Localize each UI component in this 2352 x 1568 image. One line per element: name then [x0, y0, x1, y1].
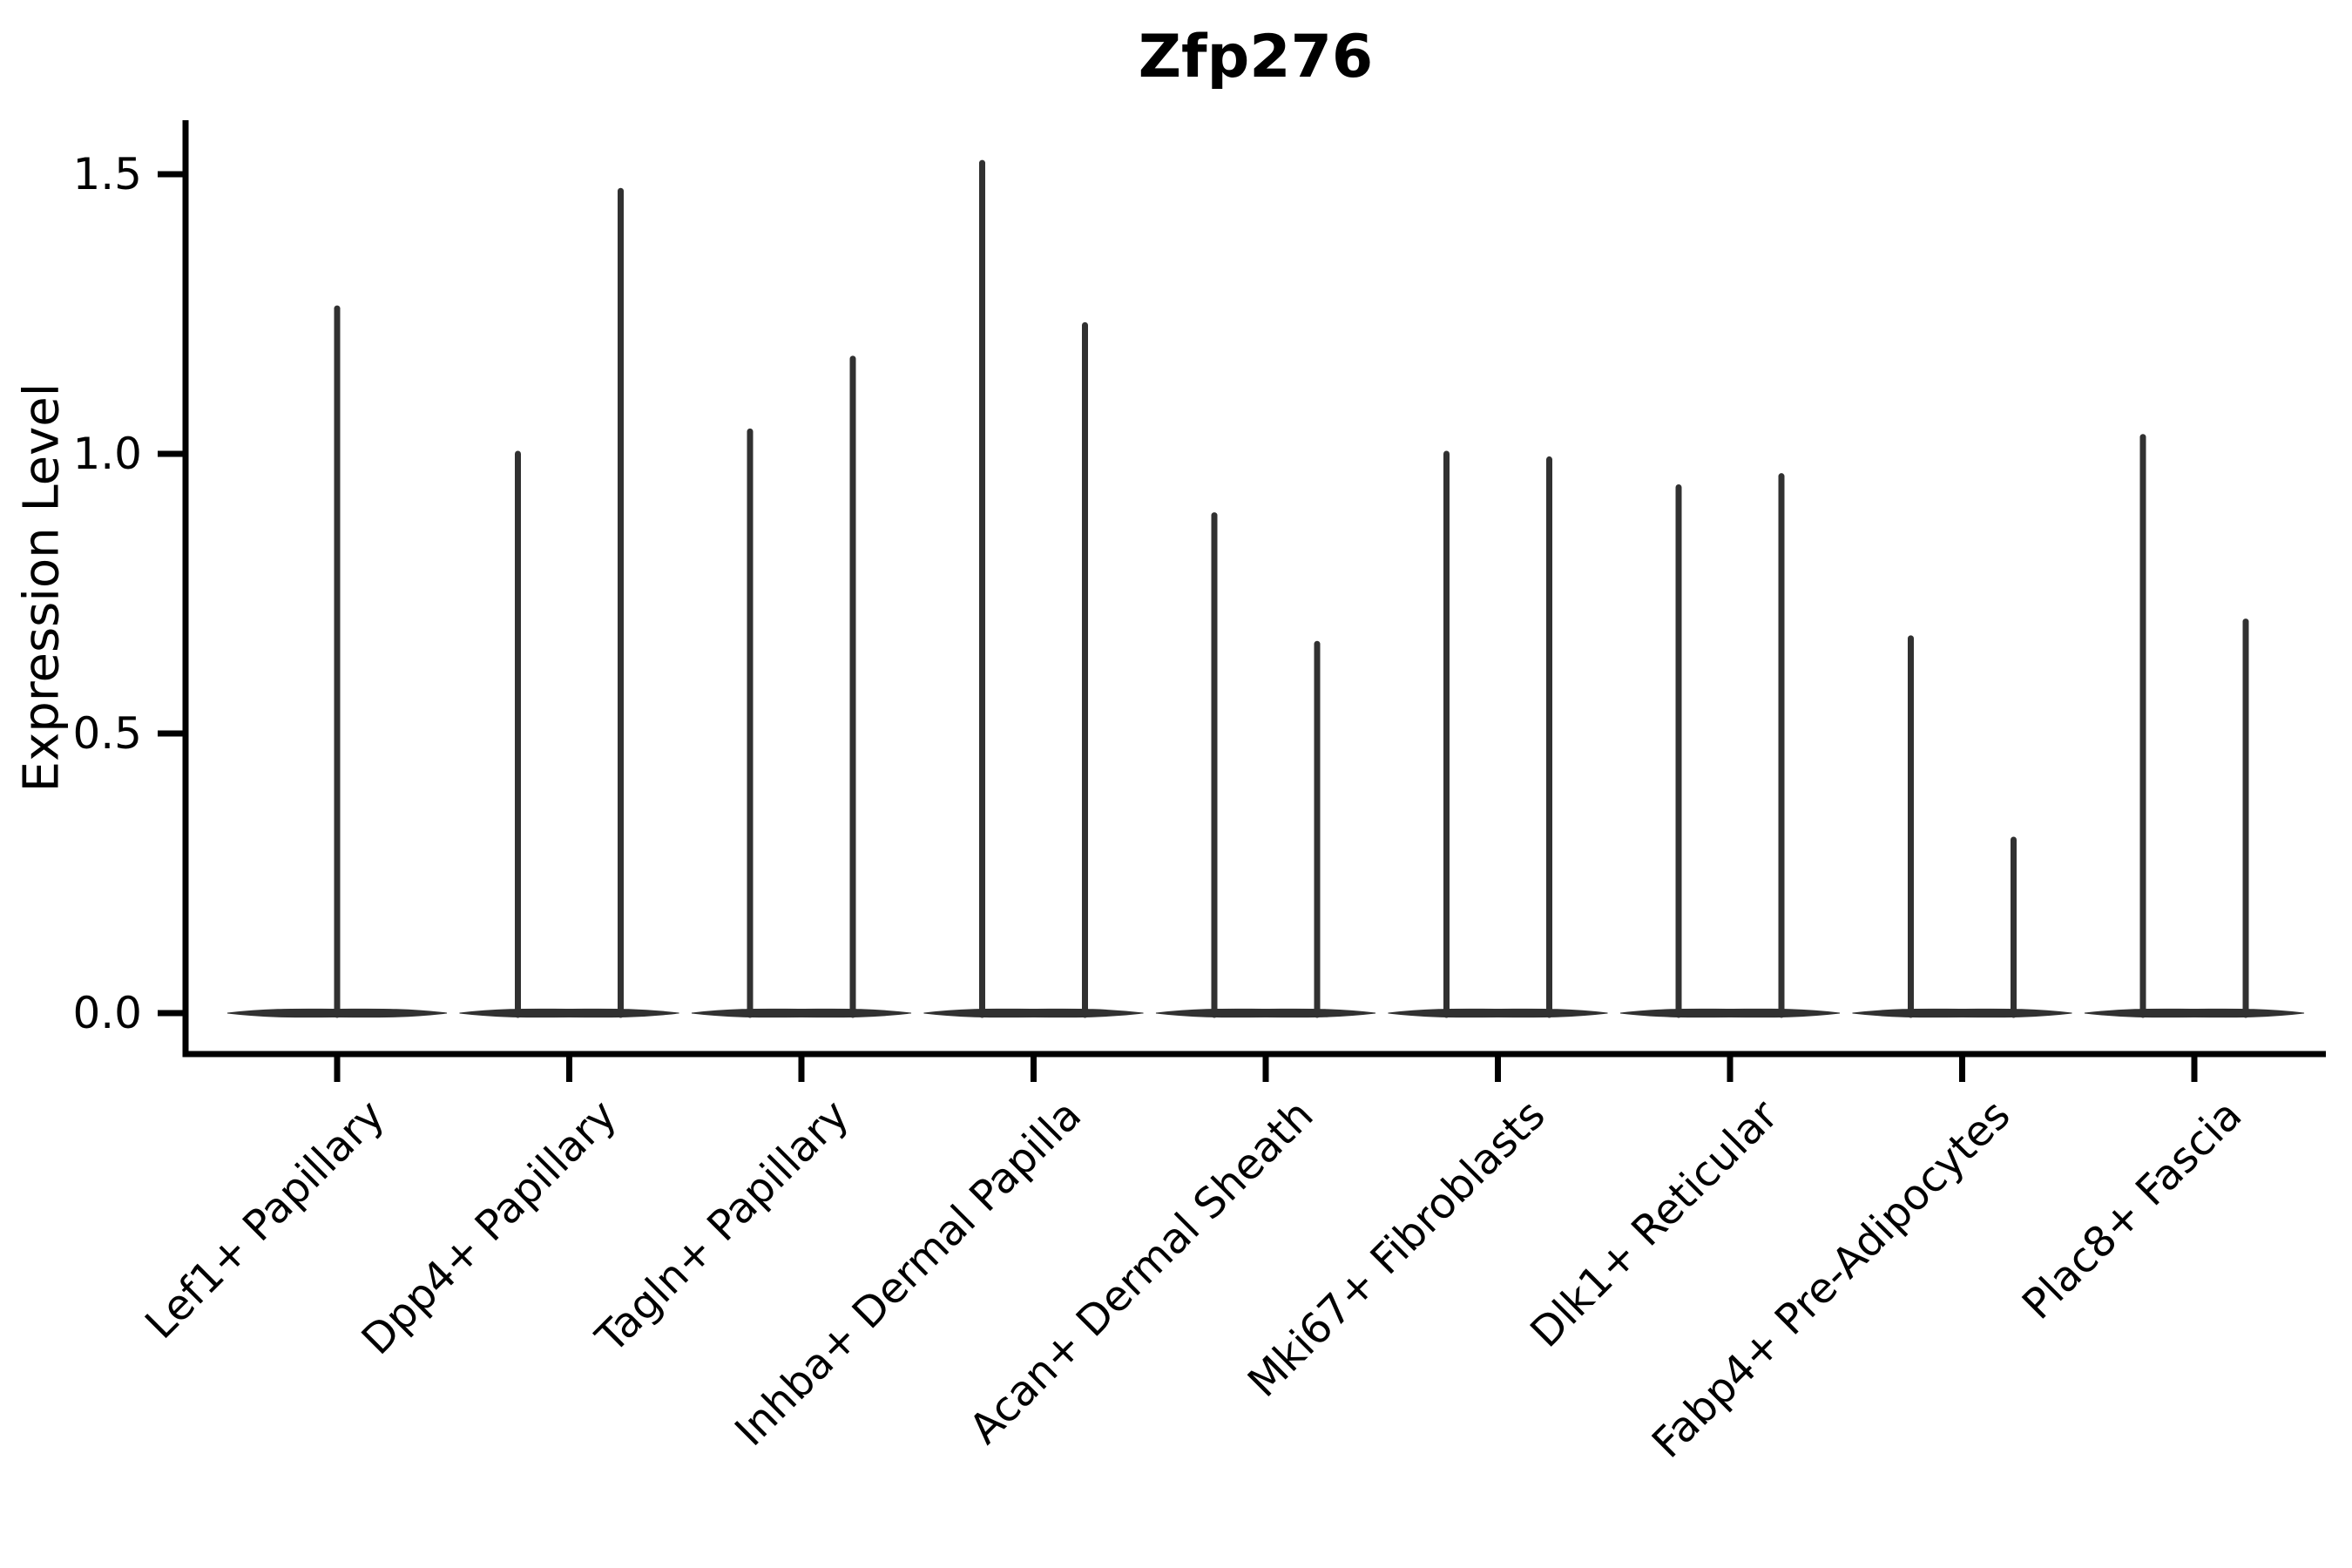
violin-base — [923, 1008, 1144, 1018]
violin-base — [1388, 1008, 1608, 1018]
violin-base — [1619, 1008, 1841, 1018]
violin-base — [459, 1008, 679, 1018]
y-axis-label: Expression Level — [13, 382, 71, 793]
y-tick-label: 0.0 — [72, 988, 142, 1038]
violin-base — [691, 1008, 912, 1018]
violin-base — [2084, 1008, 2305, 1018]
chart-title: Zfp276 — [1138, 23, 1374, 91]
violin-base — [1155, 1008, 1376, 1018]
y-tick-label: 0.5 — [72, 708, 142, 759]
y-tick-label: 1.0 — [72, 429, 142, 479]
violin-base — [1852, 1008, 2072, 1018]
y-tick-label: 1.5 — [72, 149, 142, 199]
